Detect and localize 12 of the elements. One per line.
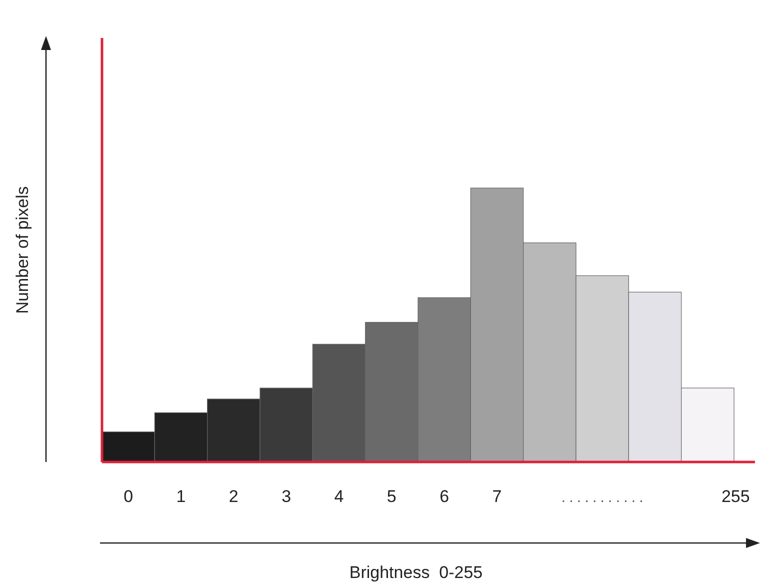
x-axis-title: Brightness 0-255 — [349, 563, 483, 582]
x-tick-label: 7 — [492, 487, 502, 506]
y-axis-title: Number of pixels — [13, 186, 32, 314]
x-tick-label: 3 — [282, 487, 292, 506]
x-tick-label: 2 — [228, 487, 238, 506]
x-tick-label: 5 — [386, 487, 396, 506]
x-tick-label: 255 — [721, 487, 750, 506]
x-tick-label: 4 — [334, 487, 344, 506]
x-tick-label: 6 — [440, 487, 450, 506]
x-tick-label: 1 — [176, 487, 186, 506]
text: . . . . . . . . . . . — [561, 489, 644, 505]
x-tick-label: 0 — [124, 487, 134, 506]
